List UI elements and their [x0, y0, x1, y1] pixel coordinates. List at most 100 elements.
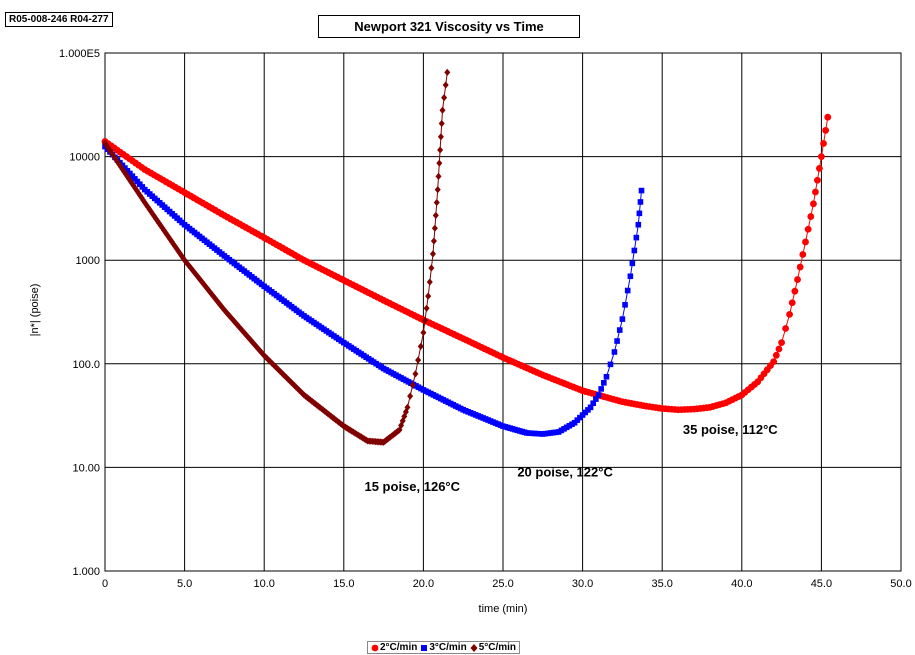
data-point [775, 345, 783, 353]
y-axis-ticks: 1.000 10.00 100.0 1000 10000 1.000E5 [59, 48, 100, 578]
data-point [638, 187, 645, 194]
data-point [818, 153, 825, 161]
data-point [619, 316, 626, 322]
data-point [782, 325, 789, 332]
data-point [807, 213, 815, 220]
series-1 [101, 113, 832, 414]
data-point [636, 210, 643, 217]
data-point [794, 276, 801, 283]
sample-id-label: R05-008-246 R04-277 [5, 12, 113, 27]
data-point [788, 299, 796, 307]
data-point [176, 249, 183, 257]
data-point [607, 361, 614, 368]
data-point [627, 273, 634, 280]
minimum-annotation: 15 poise, 126°C [364, 479, 460, 494]
annotations: 15 poise, 126°C 20 poise, 122°C 35 poise, … [364, 422, 778, 494]
x-tick-label: 45.0 [811, 578, 832, 590]
data-point [611, 349, 618, 355]
data-point [215, 298, 222, 306]
data-point [631, 247, 638, 254]
data-point [200, 280, 207, 288]
data-point [399, 417, 406, 425]
data-point [208, 290, 215, 298]
data-point [637, 199, 644, 205]
data-point [238, 326, 245, 334]
data-point [786, 310, 793, 318]
data-point [603, 373, 610, 380]
data-point [240, 328, 247, 336]
data-point [180, 254, 187, 262]
data-point [191, 268, 198, 276]
y-tick-label: 100.0 [72, 359, 100, 371]
minimum-annotation: 20 poise, 122°C [517, 464, 613, 479]
x-tick-label: 50.0 [890, 578, 911, 590]
data-point [409, 381, 416, 389]
data-point [810, 200, 817, 208]
data-point [812, 188, 819, 196]
data-point [590, 400, 597, 407]
data-point [423, 304, 430, 312]
data-point [421, 316, 428, 325]
data-point [195, 274, 202, 282]
x-tick-label: 20.0 [413, 578, 434, 590]
data-point [431, 224, 438, 232]
data-point [587, 404, 594, 411]
data-point [432, 211, 439, 219]
data-point [183, 258, 190, 266]
data-point [772, 351, 780, 359]
data-point [404, 403, 411, 411]
data-point [816, 165, 823, 172]
data-point [428, 264, 435, 272]
data-point [429, 250, 436, 258]
data-point [796, 263, 804, 271]
data-point [259, 350, 266, 358]
data-point [802, 238, 809, 246]
legend-label: 3°C/min [429, 642, 467, 653]
y-tick-label: 10.00 [72, 462, 100, 474]
series-2 [102, 143, 645, 437]
y-axis-label: |n*| (poise) [29, 284, 41, 337]
legend-marker-icon [470, 643, 478, 652]
data-point [426, 278, 433, 286]
data-point [425, 292, 432, 300]
data-point [243, 331, 250, 340]
data-point [251, 341, 258, 349]
x-tick-label: 40.0 [731, 578, 752, 590]
minimum-annotation: 35 poise, 112°C [683, 422, 778, 437]
data-point [629, 260, 636, 267]
data-point [178, 251, 185, 260]
x-axis-label: time (min) [479, 603, 528, 615]
y-tick-label: 10000 [69, 152, 100, 164]
legend-item: 5°C/min [470, 642, 516, 653]
data-point [230, 317, 237, 325]
data-point [213, 296, 220, 304]
legend-marker-icon [371, 644, 379, 651]
series-line [104, 72, 448, 443]
data-point [770, 358, 778, 366]
x-tick-label: 10.0 [253, 578, 274, 590]
data-point [235, 322, 242, 331]
data-point [595, 392, 602, 398]
data-point [430, 237, 437, 245]
plot-border [104, 52, 902, 572]
data-point [407, 392, 414, 400]
data-point [799, 251, 807, 258]
data-point [205, 286, 212, 294]
data-point [433, 198, 440, 207]
data-point [222, 308, 229, 316]
data-point [614, 338, 620, 344]
data-point [256, 346, 263, 354]
y-tick-label: 1000 [76, 255, 100, 267]
data-point [398, 421, 405, 430]
data-point [824, 113, 832, 121]
x-axis-ticks: 0 5.0 10.0 15.0 20.0 25.0 30.0 35.0 40.0 45.0 50.0 [102, 578, 912, 590]
data-point [635, 221, 642, 228]
data-point [441, 94, 448, 102]
data-point [624, 287, 631, 294]
data-point [438, 119, 445, 128]
data-point [444, 68, 451, 76]
data-point [601, 380, 607, 386]
x-tick-label: 30.0 [572, 578, 593, 590]
data-point [412, 370, 419, 378]
